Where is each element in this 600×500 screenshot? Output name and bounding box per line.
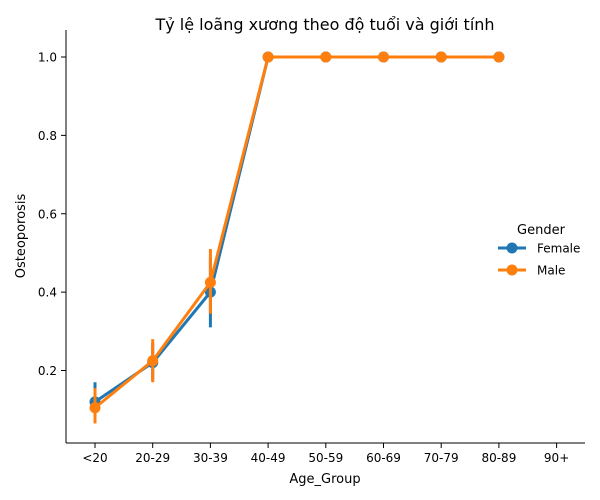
x-tick-label: 60-69 bbox=[366, 451, 401, 465]
x-tick-label: 40-49 bbox=[251, 451, 286, 465]
x-tick-label: <20 bbox=[82, 451, 107, 465]
data-point-male bbox=[147, 355, 159, 367]
series-layer bbox=[89, 51, 505, 424]
legend-marker-female bbox=[506, 242, 518, 254]
data-point-male bbox=[435, 51, 447, 63]
x-tick-label: 30-39 bbox=[193, 451, 228, 465]
series-line-male bbox=[94, 55, 499, 409]
y-axis-ticks: 0.2 0.4 0.6 0.8 1.0 bbox=[38, 51, 66, 378]
y-tick-label: 1.0 bbox=[38, 51, 57, 65]
data-point-male bbox=[262, 51, 274, 63]
legend-marker-male bbox=[506, 264, 518, 276]
y-tick-label: 0.8 bbox=[38, 129, 57, 143]
chart-title: Tỷ lệ loãng xương theo độ tuổi và giới t… bbox=[154, 15, 494, 34]
y-tick-label: 0.4 bbox=[38, 286, 57, 300]
legend-title: Gender bbox=[517, 223, 566, 238]
legend-label-female: Female bbox=[537, 242, 580, 256]
y-axis-label: Osteoporosis bbox=[14, 194, 29, 279]
series-male bbox=[89, 51, 505, 424]
legend-label-male: Male bbox=[537, 264, 565, 278]
y-tick-label: 0.6 bbox=[38, 207, 57, 221]
x-axis-label: Age_Group bbox=[289, 472, 360, 487]
legend: Gender Female Male bbox=[498, 223, 580, 278]
x-tick-label: 80-89 bbox=[481, 451, 516, 465]
data-point-male bbox=[204, 276, 216, 288]
y-tick-label: 0.2 bbox=[38, 364, 57, 378]
x-axis-ticks: <20 20-29 30-39 40-49 50-59 60-69 70-79 80-89 90… bbox=[82, 443, 569, 465]
data-point-male bbox=[493, 51, 505, 63]
x-tick-label: 20-29 bbox=[135, 451, 170, 465]
data-point-male bbox=[378, 51, 389, 63]
plot-area: <20 20-29 30-39 40-49 50-59 60-69 70-79 80-89 90… bbox=[38, 30, 585, 465]
x-tick-label: 70-79 bbox=[424, 451, 459, 465]
x-tick-label: 50-59 bbox=[308, 451, 343, 465]
data-point-male bbox=[320, 51, 332, 63]
series-line-female bbox=[94, 55, 499, 404]
x-tick-label: 90+ bbox=[544, 451, 569, 465]
data-point-male bbox=[89, 402, 101, 414]
